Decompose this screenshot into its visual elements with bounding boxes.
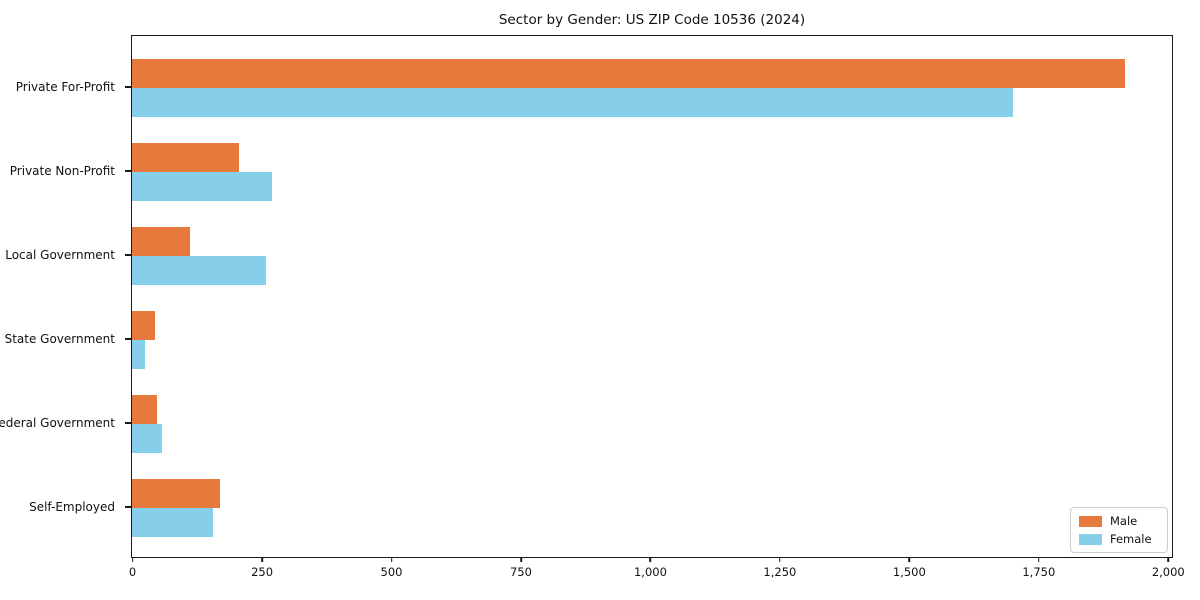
x-axis: 0 250 500 750 1,000 1,250 1,500 1,750 2,000 [129, 556, 1185, 592]
female-bar-state-government [132, 340, 146, 369]
male-bar-local-government [132, 227, 190, 256]
legend-item-female: Female [1079, 533, 1159, 545]
legend-label-male: Male [1110, 514, 1138, 528]
bar-group-private-for-profit [132, 59, 1172, 117]
x-tick-mark-1500 [908, 557, 911, 563]
y-label-state-government: State Government [4, 332, 115, 346]
y-label-federal-government: Federal Government [0, 416, 115, 430]
male-bar-federal-government [132, 395, 158, 424]
female-bar-self-employed [132, 508, 213, 537]
legend-item-male: Male [1079, 515, 1159, 527]
y-tick-federal-government [125, 422, 131, 424]
male-bar-private-for-profit [132, 59, 1125, 88]
x-tick-mark-250 [261, 557, 263, 563]
x-tick-label-750: 750 [509, 565, 532, 580]
y-tick-local-government [125, 254, 131, 256]
y-tick-private-for-profit [125, 86, 131, 88]
female-bar-local-government [132, 256, 267, 285]
x-tick-mark-1250 [779, 557, 781, 563]
y-label-self-employed: Self-Employed [29, 500, 115, 514]
bar-group-state-government [132, 311, 1172, 369]
chart-title: Sector by Gender: US ZIP Code 10536 (202… [498, 12, 806, 28]
x-tick-label-1750: 1,750 [1022, 565, 1056, 580]
x-tick-mark-500 [390, 557, 393, 563]
x-tick-label-500: 500 [380, 565, 403, 580]
female-swatch [1079, 533, 1102, 545]
bar-group-federal-government [132, 395, 1172, 453]
male-bar-private-non-profit [132, 143, 240, 172]
plot-area: Male Female [131, 35, 1173, 558]
x-tick-label-250: 250 [251, 565, 274, 580]
female-bar-private-for-profit [132, 88, 1014, 117]
male-bar-state-government [132, 311, 156, 340]
x-tick-mark-0 [131, 557, 134, 563]
x-tick-label-1500: 1,500 [892, 565, 926, 580]
x-tick-mark-750 [520, 557, 522, 563]
bar-group-private-non-profit [132, 143, 1172, 201]
legend-label-female: Female [1110, 532, 1152, 546]
y-label-private-for-profit: Private For-Profit [15, 80, 115, 94]
x-tick-mark-1000 [649, 557, 652, 563]
y-tick-private-non-profit [125, 170, 131, 172]
y-tick-self-employed [125, 506, 131, 508]
y-label-local-government: Local Government [5, 248, 115, 262]
female-bar-federal-government [132, 424, 163, 453]
x-tick-label-2000: 2,000 [1151, 565, 1185, 580]
x-tick-label-0: 0 [128, 565, 137, 580]
x-tick-mark-1750 [1038, 557, 1040, 563]
bar-group-local-government [132, 227, 1172, 285]
female-bar-private-non-profit [132, 172, 272, 201]
x-tick-label-1250: 1,250 [763, 565, 797, 580]
male-bar-self-employed [132, 479, 221, 508]
y-axis-labels: Private For-Profit Private Non-Profit Loca… [0, 0, 131, 600]
legend: Male Female [1070, 507, 1168, 553]
x-tick-label-1000: 1,000 [633, 565, 667, 580]
x-tick-mark-2000 [1167, 557, 1170, 563]
y-label-private-non-profit: Private Non-Profit [9, 164, 115, 178]
bars-layer [132, 36, 1172, 557]
male-swatch [1079, 515, 1102, 527]
y-tick-state-government [125, 338, 131, 340]
bar-group-self-employed [132, 479, 1172, 537]
